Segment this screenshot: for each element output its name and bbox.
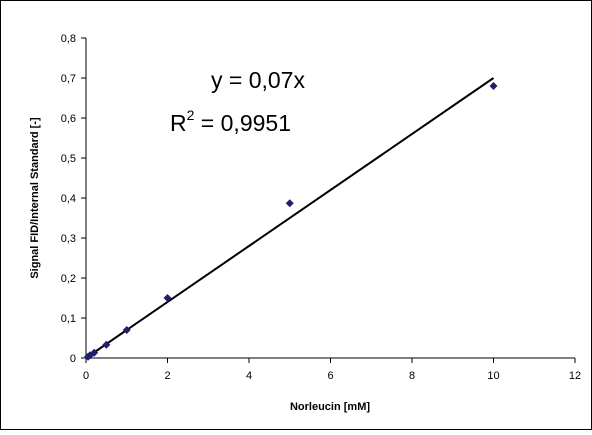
y-tick-label: 0,6: [61, 113, 76, 125]
y-tick-label: 0,5: [61, 153, 76, 165]
x-tick-label: 0: [83, 370, 89, 382]
y-tick-label: 0,3: [61, 233, 76, 245]
data-point: [102, 340, 111, 349]
x-tick-label: 10: [487, 370, 499, 382]
data-point: [90, 348, 99, 357]
x-tick-label: 12: [569, 370, 581, 382]
x-tick-label: 2: [164, 370, 170, 382]
y-tick-label: 0,4: [61, 193, 76, 205]
y-tick-label: 0: [70, 353, 76, 365]
data-point: [285, 199, 294, 208]
y-tick-label: 0,8: [61, 33, 76, 45]
data-point: [122, 326, 131, 334]
equation-label: y = 0,07x: [211, 67, 305, 93]
y-ticks: 0 0,1 0,2 0,3 0,4 0,5 0,6 0,7 0,8: [61, 33, 86, 365]
y-tick-label: 0,2: [61, 273, 76, 285]
trendline: [85, 77, 495, 359]
x-ticks: 0 2 4 6 8 10 12: [83, 358, 581, 382]
x-tick-label: 4: [246, 370, 252, 382]
x-tick-label: 6: [327, 370, 333, 382]
data-point: [489, 82, 498, 90]
r-squared-prefix: R: [170, 110, 187, 136]
y-tick-label: 0,1: [61, 313, 76, 325]
x-axis-title: Norleucin [mM]: [290, 401, 370, 413]
y-tick-label: 0,7: [61, 73, 76, 85]
r-squared-value: = 0,9951: [194, 110, 291, 136]
data-point: [163, 294, 172, 302]
r-squared-exponent: 2: [187, 107, 195, 123]
data-points: [84, 82, 498, 361]
r-squared-label: R2 = 0,9951: [170, 107, 291, 136]
y-axis-title: Signal FID/Internal Standard [-]: [29, 117, 41, 279]
x-tick-label: 8: [409, 370, 415, 382]
